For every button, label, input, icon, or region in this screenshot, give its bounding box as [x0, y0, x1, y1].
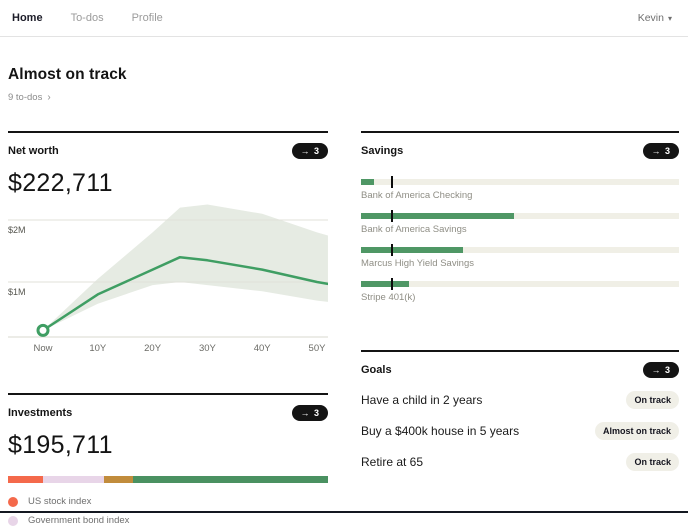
x-axis-tick-label: 20Y [144, 343, 162, 353]
y-axis-tick-label: $1M [8, 287, 26, 297]
left-column: Net worth → 3 $222,711 $1M $2M Now 10Y 20Y 30… [8, 131, 328, 530]
net-worth-value: $222,711 [8, 169, 113, 197]
net-worth-title: Net worth [8, 145, 59, 157]
current-value-marker [36, 323, 50, 337]
goal-label: Retire at 65 [361, 455, 424, 469]
savings-progress-fill [361, 247, 463, 253]
nav-tab-profile[interactable]: Profile [131, 12, 163, 24]
investments-todo-badge[interactable]: → 3 [292, 405, 328, 421]
savings-target-marker [391, 244, 394, 256]
allocation-segment-4 [132, 476, 328, 483]
net-worth-card: Net worth → 3 $222,711 $1M $2M Now 10Y 20Y 30… [8, 131, 328, 353]
savings-card: Savings → 3 Bank of America Checking [361, 131, 679, 303]
goal-status-badge: On track [626, 391, 679, 409]
goal-status-badge: On track [626, 453, 679, 471]
window-bottom-edge [0, 511, 688, 513]
nav-tab-home[interactable]: Home [12, 12, 43, 24]
savings-target-marker [391, 210, 394, 222]
savings-title: Savings [361, 145, 404, 157]
savings-progress-fill [361, 179, 374, 185]
net-worth-todo-badge[interactable]: → 3 [292, 143, 328, 159]
savings-progress-track [361, 278, 679, 290]
x-axis-tick-label: 10Y [89, 343, 107, 353]
savings-account-label: Bank of America Checking [361, 190, 473, 201]
goal-label: Buy a $400k house in 5 years [361, 424, 520, 438]
investments-header: Investments → 3 [8, 405, 328, 421]
savings-account-row: Bank of America Savings [361, 210, 679, 235]
net-worth-projection-chart: $1M $2M Now 10Y 20Y 30Y 40Y 50Y [8, 204, 328, 353]
chevron-right-icon: › [47, 92, 51, 103]
savings-progress-fill [361, 213, 514, 219]
x-axis-tick-label: 40Y [254, 343, 272, 353]
allocation-stacked-bar [8, 476, 328, 483]
goal-status-badge: Almost on track [594, 422, 679, 440]
projection-line [41, 255, 328, 332]
investments-card: Investments → 3 $195,711 US stock index … [8, 393, 328, 530]
hero-section: Almost on track 9 to-dos › [0, 66, 688, 105]
goals-todo-badge[interactable]: → 3 [643, 362, 679, 378]
goal-row[interactable]: Buy a $400k house in 5 years Almost on t… [361, 422, 679, 440]
savings-account-row: Marcus High Yield Savings [361, 244, 679, 269]
user-menu[interactable]: Kevin ▾ [638, 12, 672, 24]
legend-dot-icon [8, 496, 18, 507]
savings-account-label: Bank of America Savings [361, 224, 467, 235]
y-axis-tick-label: $2M [8, 225, 26, 235]
savings-account-list: Bank of America Checking Bank of America… [361, 176, 679, 303]
page-title: Almost on track [8, 66, 127, 83]
savings-account-label: Stripe 401(k) [361, 292, 416, 303]
savings-account-row: Stripe 401(k) [361, 278, 679, 303]
right-column: Savings → 3 Bank of America Checking [361, 131, 679, 471]
chevron-down-icon: ▾ [667, 13, 672, 23]
allocation-segment-us-stock [8, 476, 44, 483]
legend-item-us-stock: US stock index [8, 492, 328, 511]
x-axis-tick-label: Now [33, 343, 52, 353]
allocation-segment-3 [103, 476, 133, 483]
legend-dot-icon [8, 515, 18, 526]
goal-label: Have a child in 2 years [361, 393, 483, 407]
savings-target-marker [391, 176, 394, 188]
uncertainty-band [43, 204, 328, 331]
savings-target-marker [391, 278, 394, 290]
user-name: Kevin [637, 12, 664, 24]
legend-item-govt-bond: Government bond index [8, 511, 328, 530]
legend-label: US stock index [28, 496, 92, 507]
x-axis-tick-label: 30Y [199, 343, 217, 353]
todos-link-label: 9 to-dos [8, 92, 43, 103]
investments-title: Investments [8, 407, 73, 419]
goals-header: Goals → 3 [361, 362, 679, 378]
legend-label: Government bond index [28, 515, 130, 526]
goal-row[interactable]: Have a child in 2 years On track [361, 391, 679, 409]
savings-account-label: Marcus High Yield Savings [361, 258, 474, 269]
nav-tab-todos[interactable]: To-dos [70, 12, 104, 24]
x-axis-tick-label: 50Y [309, 343, 327, 353]
goal-row[interactable]: Retire at 65 On track [361, 453, 679, 471]
savings-progress-fill [361, 281, 409, 287]
savings-progress-track [361, 176, 679, 188]
goals-title: Goals [361, 364, 392, 376]
savings-header: Savings → 3 [361, 143, 679, 159]
net-worth-header: Net worth → 3 [8, 143, 328, 159]
savings-progress-track [361, 244, 679, 256]
goals-card: Goals → 3 Have a child in 2 years On tra… [361, 350, 679, 471]
investments-value: $195,711 [8, 431, 113, 459]
goals-list: Have a child in 2 years On track Buy a $… [361, 391, 679, 471]
savings-progress-track [361, 210, 679, 222]
allocation-segment-govt-bond [43, 476, 104, 483]
dashboard-grid: Net worth → 3 $222,711 $1M $2M Now 10Y 20Y 30… [0, 131, 688, 530]
savings-account-row: Bank of America Checking [361, 176, 679, 201]
savings-todo-badge[interactable]: → 3 [643, 143, 679, 159]
todos-link[interactable]: 9 to-dos › [8, 92, 51, 103]
top-nav: Home To-dos Profile Kevin ▾ [0, 0, 688, 37]
